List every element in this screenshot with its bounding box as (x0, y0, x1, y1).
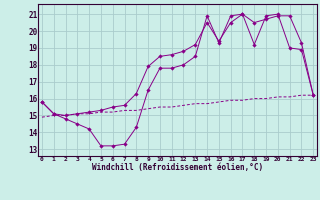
X-axis label: Windchill (Refroidissement éolien,°C): Windchill (Refroidissement éolien,°C) (92, 163, 263, 172)
